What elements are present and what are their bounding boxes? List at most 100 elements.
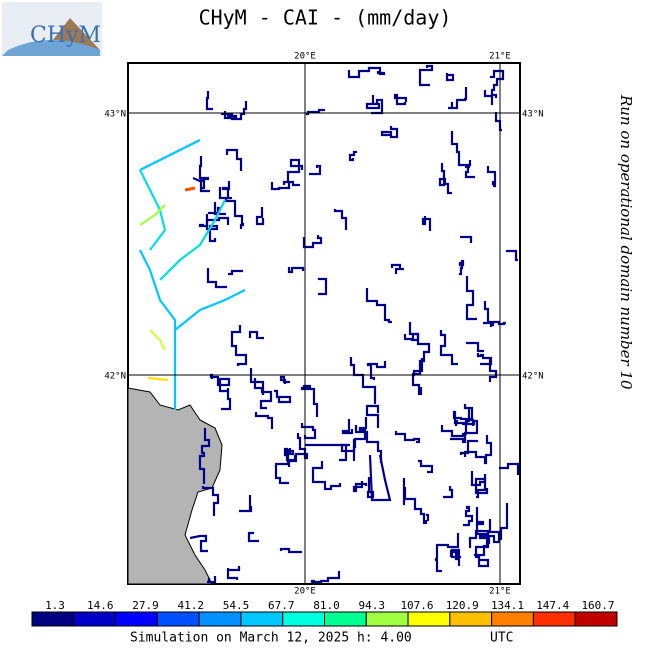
legend-swatch: [449, 611, 493, 627]
river: [270, 180, 300, 191]
legend-label: 94.3: [359, 599, 386, 612]
river: [282, 158, 304, 185]
lon-label: 21°E: [489, 52, 511, 62]
lon-label: 20°E: [294, 52, 316, 62]
side-text: Run on operational domain number 10: [617, 94, 635, 390]
river: [468, 519, 501, 548]
title: CHyM - CAI - (mm/day): [199, 6, 452, 30]
river: [221, 181, 232, 200]
river: [354, 425, 383, 463]
legend-swatch: [198, 611, 242, 627]
river: [279, 375, 291, 384]
legend-label: 14.6: [87, 599, 114, 612]
river: [505, 249, 518, 262]
lon-label: 20°E: [294, 587, 316, 597]
legend-swatch: [324, 611, 367, 627]
river: [341, 419, 354, 435]
river: [475, 507, 491, 544]
river: [365, 95, 384, 115]
legend-swatch: [156, 611, 200, 627]
lat-label: 42°N: [522, 372, 544, 382]
legend-label: 27.9: [132, 599, 159, 612]
legend-swatch: [73, 611, 117, 627]
river: [311, 461, 342, 491]
river: [317, 277, 328, 296]
river: [418, 64, 434, 87]
river: [228, 269, 243, 276]
legend-label: 67.7: [268, 599, 295, 612]
river: [309, 164, 322, 176]
river: [449, 548, 462, 559]
river: [465, 276, 477, 321]
river: [205, 216, 230, 243]
river: [483, 321, 495, 327]
legend-swatch: [532, 611, 576, 627]
river: [460, 235, 473, 243]
river: [306, 108, 326, 116]
river: [201, 486, 220, 516]
legend-swatch: [282, 611, 326, 627]
river: [192, 176, 206, 190]
river: [474, 536, 489, 557]
legend-label: 54.5: [223, 599, 250, 612]
lon-label: 21°E: [489, 587, 511, 597]
river: [425, 513, 430, 522]
lat-label: 42°N: [104, 372, 126, 382]
river: [220, 101, 248, 121]
lat-label: 43°N: [104, 110, 126, 120]
river: [239, 495, 253, 513]
river: [348, 150, 357, 162]
river: [305, 443, 392, 502]
river: [417, 459, 434, 474]
river: [274, 448, 290, 485]
legend-swatch: [574, 611, 618, 627]
river: [465, 341, 484, 353]
river: [394, 431, 421, 444]
river: [408, 322, 431, 376]
river: [198, 214, 209, 228]
legend-label: 160.7: [581, 599, 614, 612]
river: [463, 435, 493, 465]
river: [300, 384, 319, 417]
legend-label: 107.6: [400, 599, 433, 612]
river: [448, 87, 468, 110]
river: [254, 412, 274, 429]
river: [463, 505, 474, 527]
river: [255, 207, 265, 226]
river: [366, 361, 387, 380]
legend-label: 147.4: [536, 599, 569, 612]
legend-label: 41.2: [178, 599, 205, 612]
river: [459, 439, 479, 455]
river-network-wet: [139, 139, 246, 410]
river: [445, 73, 455, 82]
river: [474, 532, 490, 568]
legend-label: 81.0: [313, 599, 340, 612]
river: [411, 358, 424, 396]
river: [189, 534, 208, 553]
river: [366, 477, 375, 499]
river: [380, 126, 399, 139]
color-legend: 1.3 14.6 27.9 41.2 54.5 67.7 81.0 94.3 107.6 120.…: [31, 599, 618, 627]
river: [310, 571, 341, 584]
legend-swatch: [31, 611, 75, 627]
river: [438, 163, 452, 195]
legend-swatch: [491, 611, 534, 627]
river: [393, 93, 408, 106]
footer-text: Simulation on March 12, 2025 h: 4.00: [130, 631, 412, 646]
river: [390, 263, 404, 274]
river: [249, 368, 265, 395]
river-network: [189, 64, 520, 584]
river: [247, 531, 259, 543]
river: [365, 404, 380, 428]
river: [476, 474, 487, 499]
river: [434, 533, 460, 573]
river: [248, 330, 264, 340]
logo: CHyM: [2, 2, 102, 56]
river: [226, 566, 241, 580]
river: [499, 503, 509, 540]
legend-swatch: [240, 611, 284, 627]
river: [205, 91, 213, 111]
river: [352, 481, 368, 493]
